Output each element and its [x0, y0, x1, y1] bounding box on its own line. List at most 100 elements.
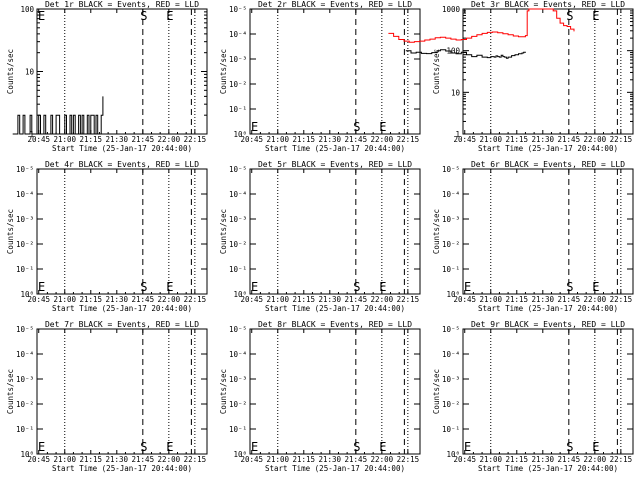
x-tick-label: 21:45 — [132, 295, 155, 304]
y-tick-label: 10⁻³ — [16, 375, 34, 384]
y-tick-label: 10⁻³ — [442, 375, 460, 384]
detector-panel-2: Det 2r BLACK = Events, RED = LLD Counts/s… — [219, 0, 421, 153]
x-tick-label: 20:45 — [453, 135, 476, 144]
x-tick-label: 20:45 — [27, 295, 50, 304]
y-tick-label: 10⁻⁵ — [16, 165, 34, 174]
y-tick-label: 10⁻¹ — [442, 265, 460, 274]
end-marker-label: E — [166, 440, 173, 454]
x-tick-label: 21:00 — [479, 135, 502, 144]
x-axis-label: Start Time (25-Jan-17 20:44:00) — [265, 464, 405, 473]
x-tick-label: 22:00 — [584, 135, 607, 144]
plot-frame — [462, 8, 634, 135]
detector-panel-4: Det 4r BLACK = Events, RED = LLD Counts/s… — [6, 160, 208, 313]
y-tick-label: 10⁻³ — [229, 375, 247, 384]
x-axis-label: Start Time (25-Jan-17 20:44:00) — [52, 304, 192, 313]
start-marker-label: S — [140, 9, 147, 23]
x-tick-label: 21:15 — [292, 135, 315, 144]
x-axis-label: Start Time (25-Jan-17 20:44:00) — [478, 464, 618, 473]
y-tick-label: 10⁻⁴ — [16, 190, 34, 199]
x-axis-label: Start Time (25-Jan-17 20:44:00) — [265, 144, 405, 153]
panel-title: Det 9r BLACK = Events, RED = LLD — [471, 320, 625, 329]
detector-panel-8: Det 8r BLACK = Events, RED = LLD Counts/s… — [219, 320, 421, 473]
x-axis-label: Start Time (25-Jan-17 20:44:00) — [478, 304, 618, 313]
corner-marker-label: E — [464, 440, 471, 454]
x-tick-label: 20:45 — [27, 455, 50, 464]
y-tick-label: 10 — [451, 88, 461, 97]
y-tick-label: 10⁻¹ — [229, 265, 247, 274]
x-tick-label: 21:15 — [79, 455, 102, 464]
corner-marker-label: E — [251, 280, 258, 294]
y-tick-label: 10⁻⁵ — [442, 325, 460, 334]
detector-panel-3: Det 3r BLACK = Events, RED = LLD Counts/s… — [388, 0, 634, 153]
x-axis-label: Start Time (25-Jan-17 20:44:00) — [265, 304, 405, 313]
x-tick-label: 21:45 — [558, 135, 581, 144]
x-tick-label: 21:00 — [266, 135, 289, 144]
y-tick-label: 10⁻³ — [229, 55, 247, 64]
x-tick-label: 21:15 — [505, 135, 528, 144]
y-tick-label: 10⁻⁵ — [442, 165, 460, 174]
panel-title: Det 5r BLACK = Events, RED = LLD — [258, 160, 412, 169]
y-axis-label: Counts/sec — [219, 209, 228, 254]
x-tick-label: 20:45 — [453, 455, 476, 464]
y-tick-label: 10⁻² — [229, 240, 247, 249]
start-marker-label: S — [566, 9, 573, 23]
x-tick-label: 21:00 — [266, 295, 289, 304]
x-tick-label: 22:00 — [584, 295, 607, 304]
y-tick-label: 10⁻² — [442, 240, 460, 249]
x-tick-label: 21:45 — [132, 455, 155, 464]
x-tick-label: 21:30 — [106, 455, 129, 464]
x-tick-label: 20:45 — [240, 295, 263, 304]
x-tick-label: 21:45 — [132, 135, 155, 144]
corner-marker-label: E — [251, 440, 258, 454]
end-marker-label: E — [379, 280, 386, 294]
y-tick-label: 10⁻⁴ — [229, 190, 247, 199]
x-tick-label: 21:00 — [266, 455, 289, 464]
y-tick-label: 10⁻¹ — [16, 425, 34, 434]
x-axis-label: Start Time (25-Jan-17 20:44:00) — [478, 144, 618, 153]
y-tick-label: 10⁻³ — [442, 215, 460, 224]
start-marker-label: S — [353, 440, 360, 454]
x-axis-label: Start Time (25-Jan-17 20:44:00) — [52, 144, 192, 153]
y-axis-label: Counts/sec — [219, 369, 228, 414]
x-tick-label: 22:00 — [371, 455, 394, 464]
x-tick-label: 21:00 — [53, 135, 76, 144]
x-tick-label: 20:45 — [453, 295, 476, 304]
y-tick-label: 10⁻¹ — [16, 265, 34, 274]
x-tick-label: 22:00 — [158, 455, 181, 464]
panel-title: Det 4r BLACK = Events, RED = LLD — [45, 160, 199, 169]
x-tick-label: 22:15 — [610, 455, 633, 464]
x-tick-label: 22:00 — [371, 135, 394, 144]
y-tick-label: 10⁻⁴ — [16, 350, 34, 359]
detector-panel-5: Det 5r BLACK = Events, RED = LLD Counts/s… — [219, 160, 421, 313]
plot-frame — [462, 168, 634, 295]
panel-title: Det 8r BLACK = Events, RED = LLD — [258, 320, 412, 329]
y-tick-label: 10⁻⁵ — [229, 5, 247, 14]
y-tick-label: 10⁻⁵ — [16, 325, 34, 334]
events-series-line — [405, 49, 526, 59]
y-tick-label: 10⁻³ — [16, 215, 34, 224]
start-marker-label: S — [566, 280, 573, 294]
end-marker-label: E — [379, 440, 386, 454]
plot-frame — [36, 328, 208, 455]
y-tick-label: 1000 — [442, 5, 461, 14]
y-tick-label: 10⁻⁴ — [442, 350, 460, 359]
x-tick-label: 22:15 — [184, 135, 207, 144]
y-tick-label: 10⁻¹ — [229, 105, 247, 114]
end-marker-label: E — [166, 280, 173, 294]
y-tick-label: 10⁰ — [233, 290, 247, 299]
x-tick-label: 21:15 — [505, 455, 528, 464]
x-tick-label: 22:15 — [610, 135, 633, 144]
y-axis-label: Counts/sec — [432, 209, 441, 254]
plot-frame — [249, 168, 421, 295]
detector-panel-7: Det 7r BLACK = Events, RED = LLD Counts/s… — [6, 320, 208, 473]
end-marker-label: E — [592, 440, 599, 454]
y-tick-label: 10⁻⁵ — [229, 325, 247, 334]
x-tick-label: 20:45 — [27, 135, 50, 144]
x-tick-label: 22:15 — [184, 455, 207, 464]
y-tick-label: 10⁻² — [16, 240, 34, 249]
x-tick-label: 21:00 — [53, 295, 76, 304]
y-tick-label: 10⁻⁴ — [442, 190, 460, 199]
x-tick-label: 22:15 — [610, 295, 633, 304]
y-tick-label: 10⁻¹ — [442, 425, 460, 434]
plot-frame — [36, 8, 208, 135]
